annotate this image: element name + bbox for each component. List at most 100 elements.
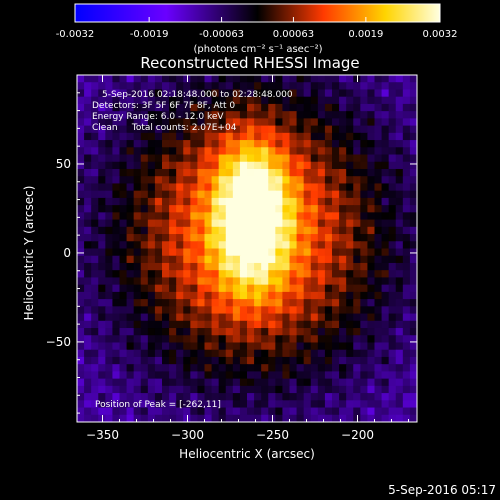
heatmap-cell <box>232 183 241 192</box>
heatmap-cell <box>84 349 92 358</box>
heatmap-cell <box>84 75 92 83</box>
heatmap-cell <box>332 234 340 242</box>
heatmap-cell <box>119 176 128 185</box>
heatmap-cell <box>98 378 106 387</box>
heatmap-cell <box>303 82 312 91</box>
heatmap-cell <box>346 75 354 83</box>
heatmap-cell <box>169 262 177 271</box>
heatmap-cell <box>275 132 284 141</box>
heatmap-cell <box>133 176 142 185</box>
heatmap-cell <box>367 378 376 387</box>
heatmap-cell <box>289 313 298 322</box>
heatmap-cell <box>296 190 305 199</box>
heatmap-cell <box>409 82 417 91</box>
heatmap-cell <box>254 270 262 279</box>
heatmap-cell <box>126 262 135 271</box>
heatmap-cell <box>381 125 390 134</box>
heatmap-cell <box>232 111 241 119</box>
heatmap-cell <box>197 197 206 206</box>
heatmap-cell <box>105 393 114 401</box>
heatmap-cell <box>324 125 333 134</box>
heatmap-cell <box>218 299 227 307</box>
heatmap-cell <box>268 161 276 170</box>
heatmap-cell <box>147 270 156 279</box>
heatmap-cell <box>367 335 376 344</box>
heatmap-cell <box>289 277 298 286</box>
heatmap-cell <box>98 241 106 250</box>
heatmap-cell <box>112 190 121 199</box>
heatmap-cell <box>105 270 114 279</box>
heatmap-cell <box>105 385 114 394</box>
heatmap-cell <box>360 125 369 134</box>
heatmap-cell <box>324 284 333 293</box>
heatmap-cell <box>360 111 369 119</box>
heatmap-cell <box>239 132 248 141</box>
heatmap-cell <box>395 226 404 235</box>
heatmap-cell <box>367 234 376 242</box>
heatmap-cell <box>232 393 241 401</box>
heatmap-cell <box>402 270 411 279</box>
heatmap-cell <box>232 291 241 300</box>
heatmap-cell <box>339 313 347 322</box>
heatmap-cell <box>367 364 376 372</box>
heatmap-cell <box>183 364 191 372</box>
heatmap-cell <box>339 89 347 98</box>
heatmap-cell <box>239 291 248 300</box>
heatmap-cell <box>339 140 347 148</box>
heatmap-cell <box>211 342 220 351</box>
heatmap-cell <box>324 212 333 221</box>
heatmap-cell <box>225 385 234 394</box>
heatmap-cell <box>374 255 383 264</box>
heatmap-cell <box>225 414 234 422</box>
heatmap-cell <box>388 75 397 83</box>
heatmap-cell <box>162 219 170 228</box>
heatmap-cell <box>268 385 276 394</box>
heatmap-cell <box>346 154 354 163</box>
heatmap-cell <box>303 328 312 336</box>
heatmap-cell <box>374 190 383 199</box>
heatmap-cell <box>176 147 184 156</box>
heatmap-cell <box>346 248 354 257</box>
heatmap-cell <box>225 89 234 98</box>
heatmap-cell <box>381 176 390 185</box>
heatmap-cell <box>225 111 234 119</box>
heatmap-cell <box>91 393 99 401</box>
heatmap-cell <box>402 248 411 257</box>
heatmap-cell <box>105 111 114 119</box>
heatmap-cell <box>154 154 163 163</box>
heatmap-cell <box>324 248 333 257</box>
heatmap-cell <box>119 291 128 300</box>
heatmap-cell <box>374 299 383 307</box>
heatmap-cell <box>381 132 390 141</box>
heatmap-cell <box>105 161 114 170</box>
heatmap-cell <box>395 183 404 192</box>
annotation-clean-counts: Clean Total counts: 2.07E+04 <box>92 123 237 133</box>
heatmap-cell <box>296 364 305 372</box>
heatmap-cell <box>162 118 170 127</box>
heatmap-cell <box>190 393 199 401</box>
heatmap-cell <box>133 320 142 329</box>
heatmap-cell <box>98 132 106 141</box>
heatmap-cell <box>147 385 156 394</box>
heatmap-cell <box>176 103 184 112</box>
heatmap-cell <box>247 154 255 163</box>
heatmap-cell <box>218 262 227 271</box>
heatmap-cell <box>218 154 227 163</box>
heatmap-cell <box>77 255 85 264</box>
heatmap-cell <box>409 356 417 365</box>
heatmap-cell <box>296 371 305 380</box>
heatmap-cell <box>332 82 340 91</box>
heatmap-cell <box>367 205 376 213</box>
heatmap-cell <box>190 407 199 416</box>
heatmap-cell <box>105 241 114 250</box>
heatmap-cell <box>154 277 163 286</box>
heatmap-cell <box>346 132 354 141</box>
heatmap-cell <box>289 82 298 91</box>
heatmap-cell <box>275 205 284 213</box>
heatmap-cell <box>211 118 220 127</box>
heatmap-cell <box>367 219 376 228</box>
heatmap-cell <box>91 147 99 156</box>
heatmap-cell <box>367 349 376 358</box>
heatmap-cell <box>388 190 397 199</box>
heatmap-cell <box>353 219 361 228</box>
